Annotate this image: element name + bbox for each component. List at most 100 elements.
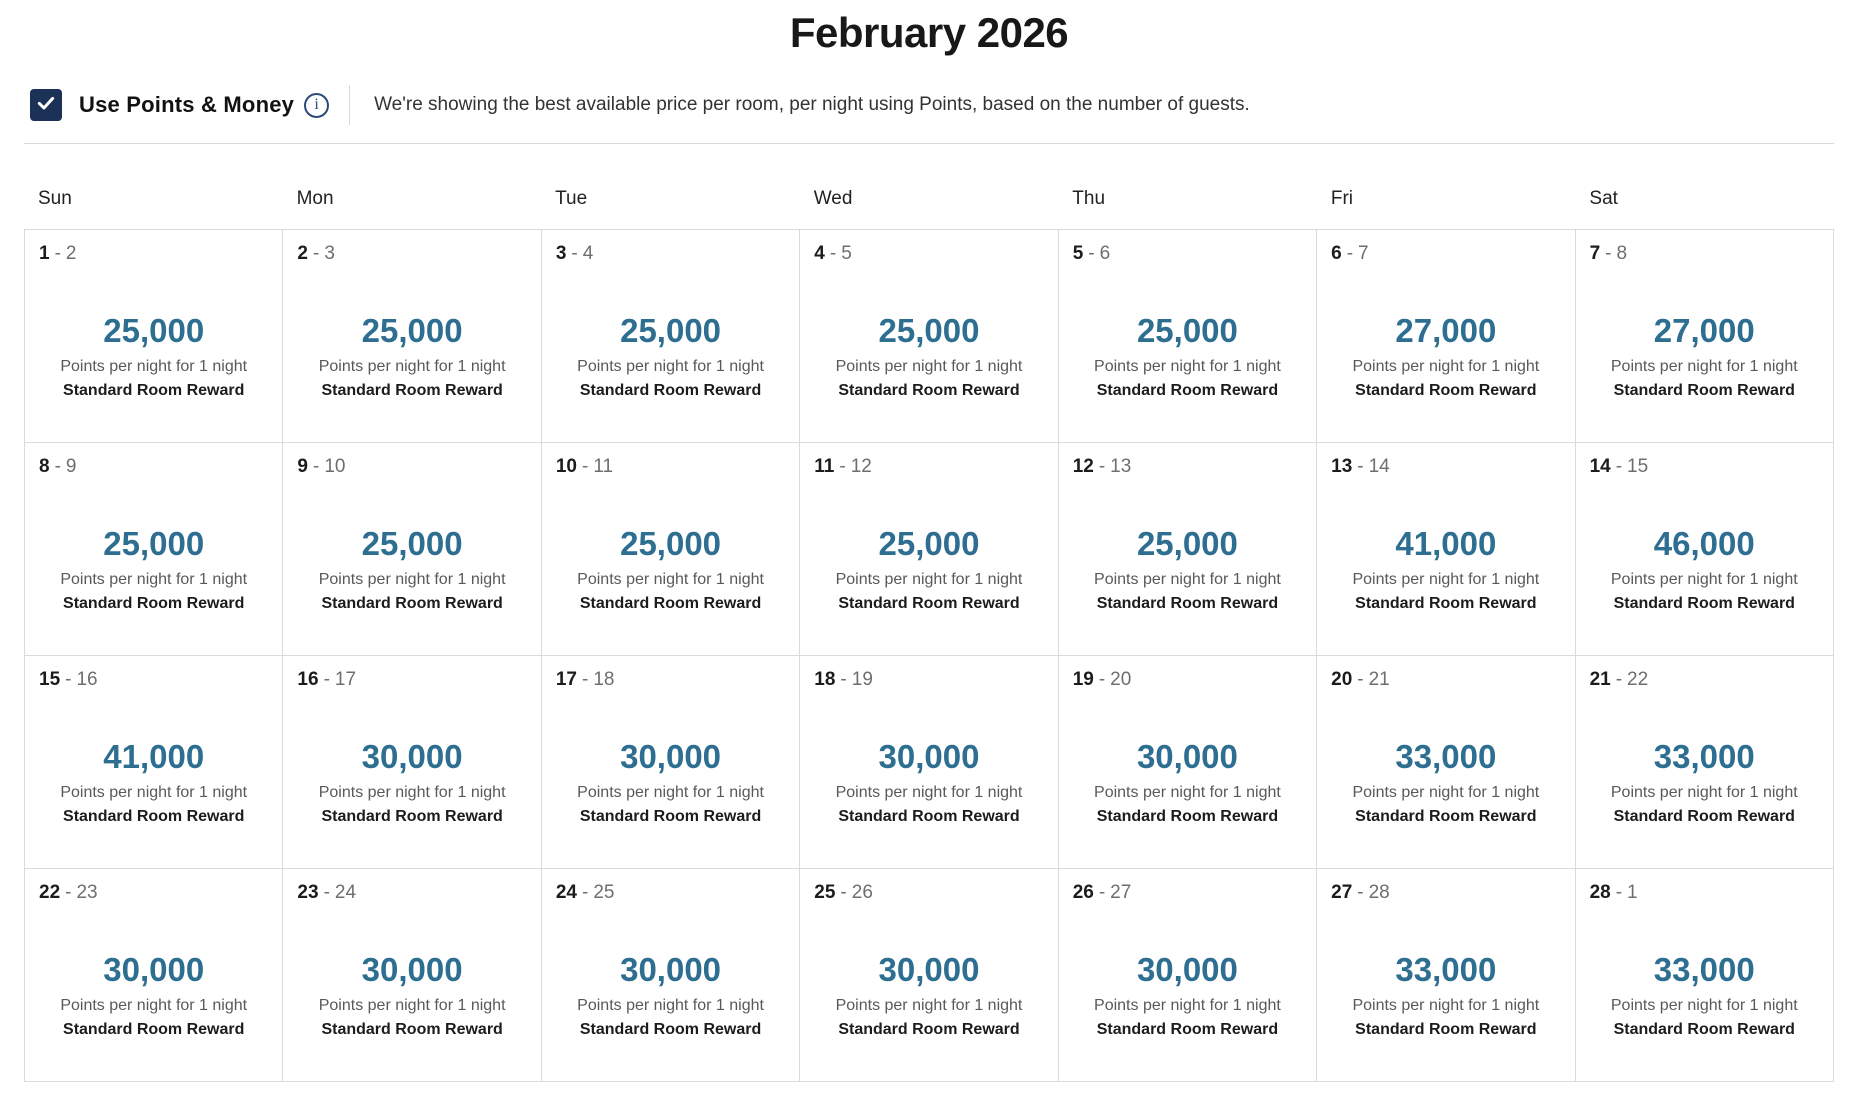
cell-price-block: 46,000 Points per night for 1 night Stan… <box>1576 525 1833 614</box>
calendar-day-cell[interactable]: 23-24 30,000 Points per night for 1 nigh… <box>283 869 542 1082</box>
date-separator: - <box>581 882 589 903</box>
checkout-date: 11 <box>593 456 614 477</box>
checkout-date: 9 <box>65 456 77 477</box>
checkout-date: 7 <box>1358 243 1369 264</box>
date-separator: - <box>581 456 589 477</box>
points-value: 27,000 <box>1395 312 1497 349</box>
calendar-day-cell[interactable]: 3-4 25,000 Points per night for 1 night … <box>541 230 801 443</box>
cell-price-block: 33,000 Points per night for 1 night Stan… <box>1317 951 1574 1040</box>
day-header-sun: Sun <box>38 188 72 209</box>
calendar-day-cell[interactable]: 25-26 30,000 Points per night for 1 nigh… <box>800 869 1059 1082</box>
cell-price-block: 27,000 Points per night for 1 night Stan… <box>1317 312 1574 401</box>
points-value: 41,000 <box>103 738 205 775</box>
calendar-day-cell[interactable]: 18-19 30,000 Points per night for 1 nigh… <box>800 656 1059 869</box>
date-range: 5-6 <box>1059 230 1316 265</box>
cell-price-block: 33,000 Points per night for 1 night Stan… <box>1317 738 1574 827</box>
calendar-day-cell[interactable]: 12-13 25,000 Points per night for 1 nigh… <box>1058 443 1318 656</box>
checkin-date: 19 <box>1072 669 1094 690</box>
calendar-day-cell[interactable]: 9-10 25,000 Points per night for 1 night… <box>283 443 542 656</box>
points-value: 25,000 <box>103 312 205 349</box>
date-separator: - <box>840 882 847 903</box>
date-range: 8-9 <box>25 443 282 478</box>
info-icon[interactable]: i <box>304 92 330 118</box>
calendar-day-cell[interactable]: 19-20 30,000 Points per night for 1 nigh… <box>1058 656 1318 869</box>
calendar-day-cell[interactable]: 17-18 30,000 Points per night for 1 nigh… <box>541 656 801 869</box>
points-caption: Points per night for 1 night <box>1094 784 1281 801</box>
calendar-day-cell[interactable]: 28-1 33,000 Points per night for 1 night… <box>1575 869 1834 1082</box>
date-range: 20-21 <box>1317 656 1574 691</box>
checkout-date: 23 <box>76 882 98 903</box>
checkout-date: 20 <box>1110 669 1132 690</box>
calendar-day-cell[interactable]: 6-7 27,000 Points per night for 1 night … <box>1317 230 1576 443</box>
checkin-date: 26 <box>1072 882 1094 903</box>
checkout-date: 19 <box>851 669 873 690</box>
reward-type: Standard Room Reward <box>579 382 762 399</box>
checkout-date: 22 <box>1627 669 1649 690</box>
calendar-day-cell[interactable]: 27-28 33,000 Points per night for 1 nigh… <box>1317 869 1576 1082</box>
points-caption: Points per night for 1 night <box>318 784 506 801</box>
calendar-day-cell[interactable]: 14-15 46,000 Points per night for 1 nigh… <box>1575 443 1834 656</box>
reward-type: Standard Room Reward <box>1096 1021 1279 1038</box>
cell-price-block: 25,000 Points per night for 1 night Stan… <box>800 525 1057 614</box>
points-value: 30,000 <box>103 951 205 988</box>
points-caption: Points per night for 1 night <box>577 358 764 375</box>
calendar-day-cell[interactable]: 8-9 25,000 Points per night for 1 night … <box>25 443 284 656</box>
cell-price-block: 33,000 Points per night for 1 night Stan… <box>1576 738 1833 827</box>
points-caption: Points per night for 1 night <box>60 784 248 801</box>
date-range: 4-5 <box>800 230 1057 265</box>
reward-type: Standard Room Reward <box>63 1021 245 1038</box>
day-header-fri: Fri <box>1330 188 1353 209</box>
calendar-day-cell[interactable]: 15-16 41,000 Points per night for 1 nigh… <box>25 656 284 869</box>
calendar-day-cell[interactable]: 10-11 25,000 Points per night for 1 nigh… <box>541 443 801 656</box>
calendar-day-cell[interactable]: 20-21 33,000 Points per night for 1 nigh… <box>1317 656 1576 869</box>
calendar-day-cell[interactable]: 2-3 25,000 Points per night for 1 night … <box>283 230 542 443</box>
cell-price-block: 25,000 Points per night for 1 night Stan… <box>542 312 799 401</box>
cell-price-block: 30,000 Points per night for 1 night Stan… <box>1059 951 1316 1040</box>
calendar-day-cell[interactable]: 16-17 30,000 Points per night for 1 nigh… <box>283 656 542 869</box>
points-money-controls: Use Points & Money i We're showing the b… <box>24 82 1834 128</box>
checkin-date: 25 <box>814 882 836 903</box>
use-points-money-checkbox[interactable] <box>30 89 62 121</box>
date-separator: - <box>1357 669 1364 690</box>
points-caption: Points per night for 1 night <box>1610 784 1798 801</box>
points-value: 46,000 <box>1653 525 1755 562</box>
checkin-date: 12 <box>1072 456 1094 477</box>
date-separator: - <box>313 243 320 264</box>
points-value: 27,000 <box>1653 312 1755 349</box>
calendar-day-cell[interactable]: 11-12 25,000 Points per night for 1 nigh… <box>800 443 1059 656</box>
day-header-tue: Tue <box>555 188 588 209</box>
date-range: 28-1 <box>1576 869 1833 904</box>
calendar-day-cell[interactable]: 13-14 41,000 Points per night for 1 nigh… <box>1317 443 1576 656</box>
reward-type: Standard Room Reward <box>579 808 762 825</box>
points-caption: Points per night for 1 night <box>60 571 248 588</box>
cell-price-block: 25,000 Points per night for 1 night Stan… <box>25 312 282 401</box>
checkin-date: 28 <box>1589 882 1611 903</box>
calendar-day-cell[interactable]: 4-5 25,000 Points per night for 1 night … <box>800 230 1059 443</box>
calendar-day-cell[interactable]: 5-6 25,000 Points per night for 1 night … <box>1058 230 1318 443</box>
calendar-day-cell[interactable]: 1-2 25,000 Points per night for 1 night … <box>25 230 284 443</box>
cell-price-block: 25,000 Points per night for 1 night Stan… <box>1059 525 1316 614</box>
calendar-day-cell[interactable]: 21-22 33,000 Points per night for 1 nigh… <box>1575 656 1834 869</box>
day-header-mon: Mon <box>296 188 334 209</box>
date-separator: - <box>1357 456 1364 477</box>
date-separator: - <box>65 882 72 903</box>
points-value: 30,000 <box>361 951 463 988</box>
reward-type: Standard Room Reward <box>838 382 1020 399</box>
calendar-day-cell[interactable]: 7-8 27,000 Points per night for 1 night … <box>1575 230 1834 443</box>
calendar-day-cell[interactable]: 22-23 30,000 Points per night for 1 nigh… <box>25 869 284 1082</box>
checkout-date: 10 <box>324 456 346 477</box>
use-points-money-label: Use Points & Money <box>79 92 295 117</box>
reward-type: Standard Room Reward <box>63 382 245 399</box>
checkout-date: 3 <box>324 243 335 264</box>
points-value: 30,000 <box>1136 951 1238 988</box>
points-caption: Points per night for 1 night <box>1352 358 1540 375</box>
date-range: 23-24 <box>283 869 540 904</box>
checkout-date: 24 <box>334 882 357 903</box>
cell-price-block: 41,000 Points per night for 1 night Stan… <box>25 738 282 827</box>
cell-price-block: 25,000 Points per night for 1 night Stan… <box>542 525 799 614</box>
checkout-date: 17 <box>334 669 357 690</box>
checkout-date: 8 <box>1616 243 1628 264</box>
calendar-day-cell[interactable]: 26-27 30,000 Points per night for 1 nigh… <box>1058 869 1318 1082</box>
cell-price-block: 25,000 Points per night for 1 night Stan… <box>25 525 282 614</box>
calendar-day-cell[interactable]: 24-25 30,000 Points per night for 1 nigh… <box>541 869 801 1082</box>
